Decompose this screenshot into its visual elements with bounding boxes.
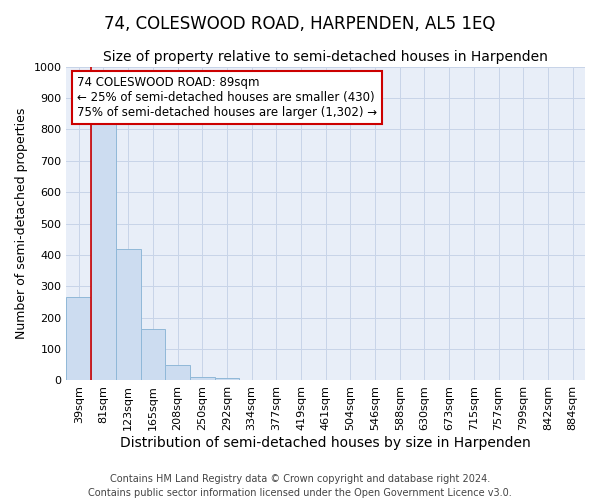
X-axis label: Distribution of semi-detached houses by size in Harpenden: Distribution of semi-detached houses by … — [121, 436, 531, 450]
Text: Contains HM Land Registry data © Crown copyright and database right 2024.
Contai: Contains HM Land Registry data © Crown c… — [88, 474, 512, 498]
Bar — [165, 365, 190, 380]
Bar — [91, 122, 116, 380]
Text: 74 COLESWOOD ROAD: 89sqm
← 25% of semi-detached houses are smaller (430)
75% of : 74 COLESWOOD ROAD: 89sqm ← 25% of semi-d… — [77, 76, 377, 119]
Bar — [190, 378, 215, 380]
Text: 74, COLESWOOD ROAD, HARPENDEN, AL5 1EQ: 74, COLESWOOD ROAD, HARPENDEN, AL5 1EQ — [104, 15, 496, 33]
Bar — [215, 378, 239, 380]
Title: Size of property relative to semi-detached houses in Harpenden: Size of property relative to semi-detach… — [103, 50, 548, 64]
Bar — [67, 298, 91, 380]
Y-axis label: Number of semi-detached properties: Number of semi-detached properties — [15, 108, 28, 339]
Bar — [116, 248, 140, 380]
Bar — [140, 328, 165, 380]
